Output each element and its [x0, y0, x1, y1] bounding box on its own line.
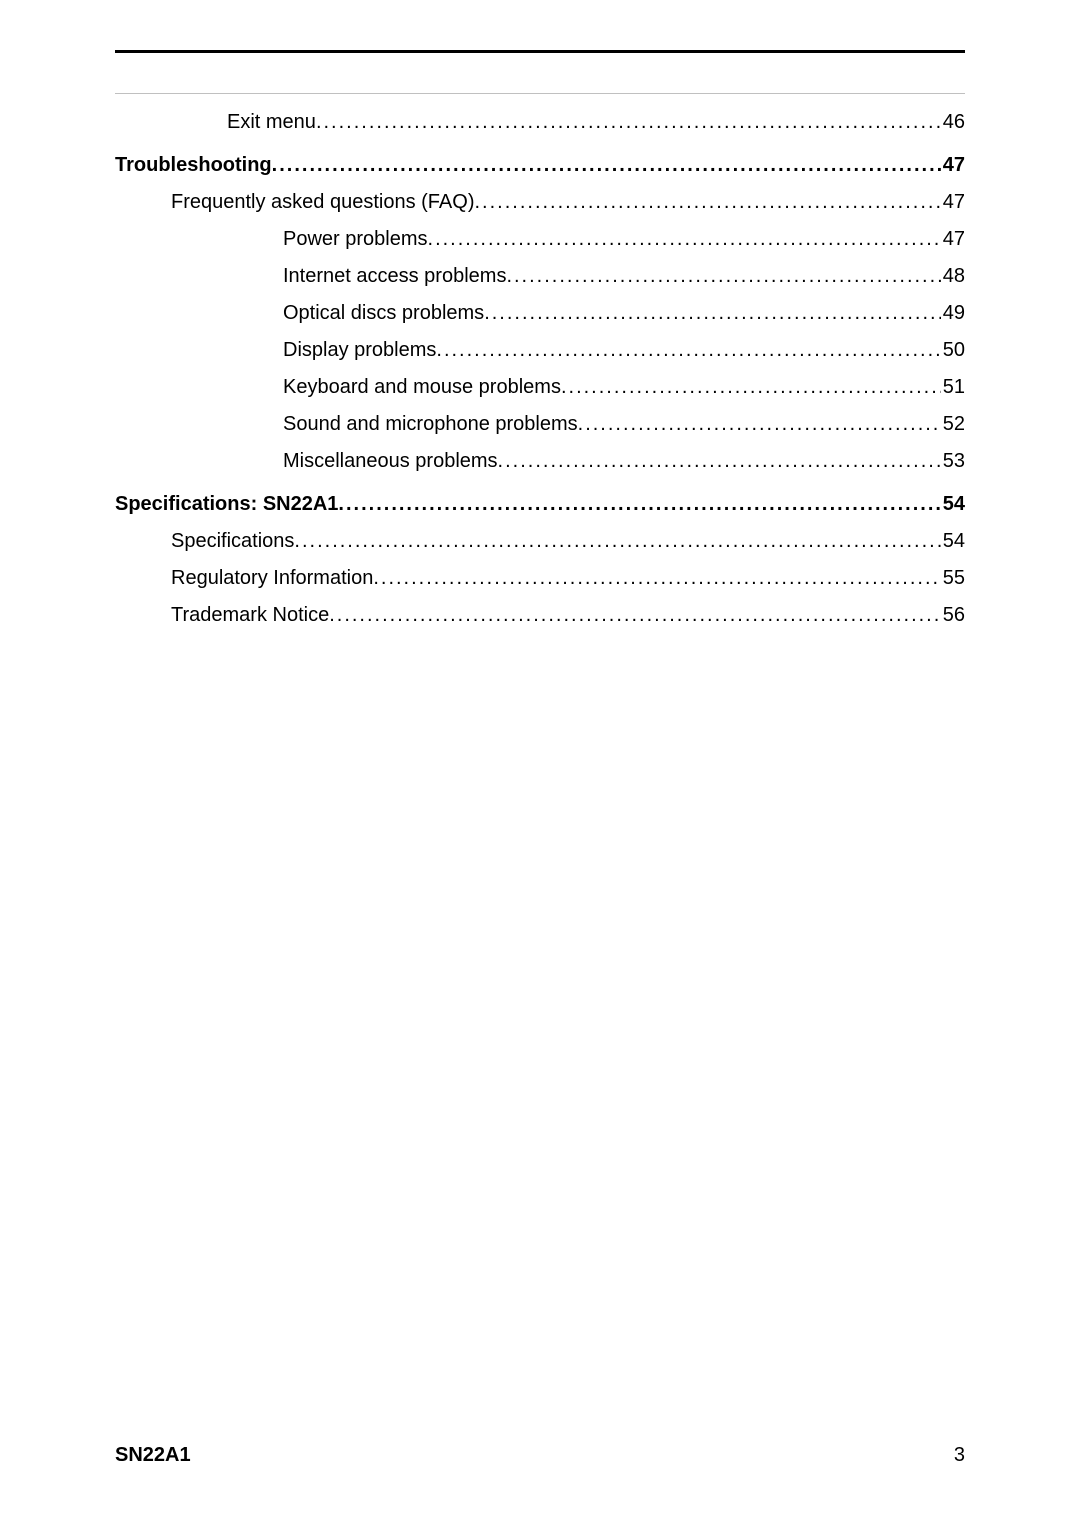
- toc-page-number: 52: [941, 414, 965, 434]
- toc-entry: Frequently asked questions (FAQ) 47: [115, 192, 965, 212]
- toc-label: Specifications: SN22A1: [115, 494, 338, 514]
- toc-label: Keyboard and mouse problems: [283, 377, 561, 397]
- toc-entry: Display problems 50: [115, 340, 965, 360]
- toc-entry: Internet access problems 48: [115, 266, 965, 286]
- toc-leader: [578, 414, 941, 434]
- toc-page-number: 53: [941, 451, 965, 471]
- footer-page-number: 3: [954, 1444, 965, 1467]
- toc-entry: Specifications 54: [115, 531, 965, 551]
- toc-page-number: 56: [941, 605, 965, 625]
- toc-entry: Troubleshooting 47: [115, 155, 965, 175]
- toc-leader: [373, 568, 940, 588]
- toc-entry: Specifications: SN22A1 54: [115, 494, 965, 514]
- toc-leader: [436, 340, 940, 360]
- toc-page-number: 49: [941, 303, 965, 323]
- toc-label: Frequently asked questions (FAQ): [171, 192, 474, 212]
- toc-label: Troubleshooting: [115, 155, 272, 175]
- toc-page-number: 54: [941, 494, 965, 514]
- toc-label: Power problems: [283, 229, 428, 249]
- toc-entry: Miscellaneous problems 53: [115, 451, 965, 471]
- toc-entry: Keyboard and mouse problems 51: [115, 377, 965, 397]
- toc-page-number: 55: [941, 568, 965, 588]
- toc-leader: [428, 229, 941, 249]
- table-of-contents: Exit menu 46 Troubleshooting 47 Frequent…: [115, 112, 965, 625]
- toc-label: Regulatory Information: [171, 568, 373, 588]
- toc-leader: [561, 377, 941, 397]
- page-footer: SN22A1 3: [115, 1444, 965, 1467]
- toc-label: Optical discs problems: [283, 303, 484, 323]
- toc-label: Sound and microphone problems: [283, 414, 578, 434]
- toc-leader: [498, 451, 941, 471]
- footer-model-label: SN22A1: [115, 1444, 191, 1467]
- toc-leader: [316, 112, 941, 132]
- toc-label: Display problems: [283, 340, 436, 360]
- document-page: Exit menu 46 Troubleshooting 47 Frequent…: [0, 0, 1080, 1527]
- toc-leader: [474, 192, 940, 212]
- toc-page-number: 47: [941, 192, 965, 212]
- toc-leader: [272, 155, 941, 175]
- toc-label: Internet access problems: [283, 266, 506, 286]
- toc-entry: Exit menu 46: [115, 112, 965, 132]
- toc-page-number: 47: [941, 155, 965, 175]
- toc-label: Trademark Notice: [171, 605, 329, 625]
- toc-leader: [338, 494, 940, 514]
- toc-page-number: 51: [941, 377, 965, 397]
- toc-page-number: 54: [941, 531, 965, 551]
- toc-leader: [484, 303, 941, 323]
- toc-entry: Trademark Notice 56: [115, 605, 965, 625]
- top-horizontal-rule: [115, 50, 965, 53]
- toc-label: Specifications: [171, 531, 294, 551]
- toc-label: Exit menu: [227, 112, 316, 132]
- toc-entry: Sound and microphone problems 52: [115, 414, 965, 434]
- toc-leader: [506, 266, 940, 286]
- toc-entry: Power problems 47: [115, 229, 965, 249]
- toc-page-number: 46: [941, 112, 965, 132]
- toc-page-number: 48: [941, 266, 965, 286]
- toc-leader: [329, 605, 941, 625]
- toc-leader: [294, 531, 940, 551]
- toc-page-number: 47: [941, 229, 965, 249]
- toc-label: Miscellaneous problems: [283, 451, 498, 471]
- toc-page-number: 50: [941, 340, 965, 360]
- sub-horizontal-rule: [115, 93, 965, 94]
- toc-entry: Optical discs problems 49: [115, 303, 965, 323]
- toc-entry: Regulatory Information 55: [115, 568, 965, 588]
